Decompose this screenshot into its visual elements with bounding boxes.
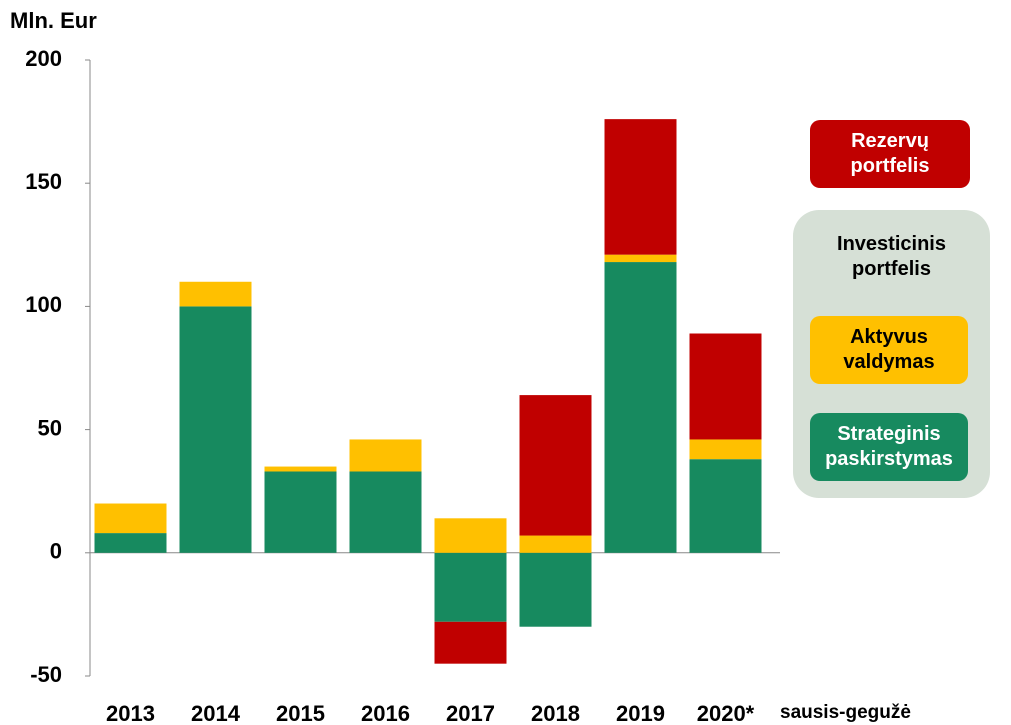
bar-segment bbox=[689, 459, 762, 553]
bar-segment bbox=[434, 518, 507, 553]
y-axis-label: Mln. Eur bbox=[10, 8, 97, 33]
bar-segment bbox=[519, 395, 592, 536]
x-tick-label: 2015 bbox=[276, 701, 325, 725]
bar-segment bbox=[604, 119, 677, 255]
bar-segment bbox=[434, 552, 507, 622]
bar-segment bbox=[179, 306, 252, 553]
bar-segment bbox=[434, 621, 507, 664]
y-tick-label: 100 bbox=[25, 292, 62, 317]
x-tick-label: 2020* bbox=[697, 701, 755, 725]
bar-segment bbox=[604, 262, 677, 553]
y-tick-label: 0 bbox=[50, 539, 62, 564]
bar-segment bbox=[94, 533, 167, 553]
legend-group-label: Investicinis portfelis bbox=[837, 233, 946, 280]
bar-segment bbox=[179, 281, 252, 307]
x-tick-label: 2016 bbox=[361, 701, 410, 725]
bar-segment bbox=[689, 439, 762, 460]
legend-item: Strateginis paskirstymas bbox=[810, 413, 968, 481]
y-tick-label: -50 bbox=[30, 662, 62, 687]
x-tick-label: 2014 bbox=[191, 701, 241, 725]
legend-item: Rezervų portfelis bbox=[810, 120, 970, 188]
x-tick-label: 2017 bbox=[446, 701, 495, 725]
bar-segment bbox=[604, 254, 677, 263]
y-tick-label: 50 bbox=[38, 415, 62, 440]
bar-segment bbox=[519, 552, 592, 627]
bar-segment bbox=[94, 503, 167, 534]
x-tick-label: 2018 bbox=[531, 701, 580, 725]
bar-segment bbox=[349, 439, 422, 472]
bar-segment bbox=[264, 471, 337, 553]
bar-segment bbox=[264, 466, 337, 472]
x-tick-label: 2013 bbox=[106, 701, 155, 725]
y-tick-label: 150 bbox=[25, 169, 62, 194]
x-tick-label: 2019 bbox=[616, 701, 665, 725]
x-note: sausis-gegužė bbox=[780, 702, 911, 723]
bar-segment bbox=[689, 333, 762, 440]
bar-segment bbox=[519, 535, 592, 553]
legend-item: Aktyvus valdymas bbox=[810, 316, 968, 384]
bar-segment bbox=[349, 471, 422, 553]
y-tick-label: 200 bbox=[25, 46, 62, 71]
